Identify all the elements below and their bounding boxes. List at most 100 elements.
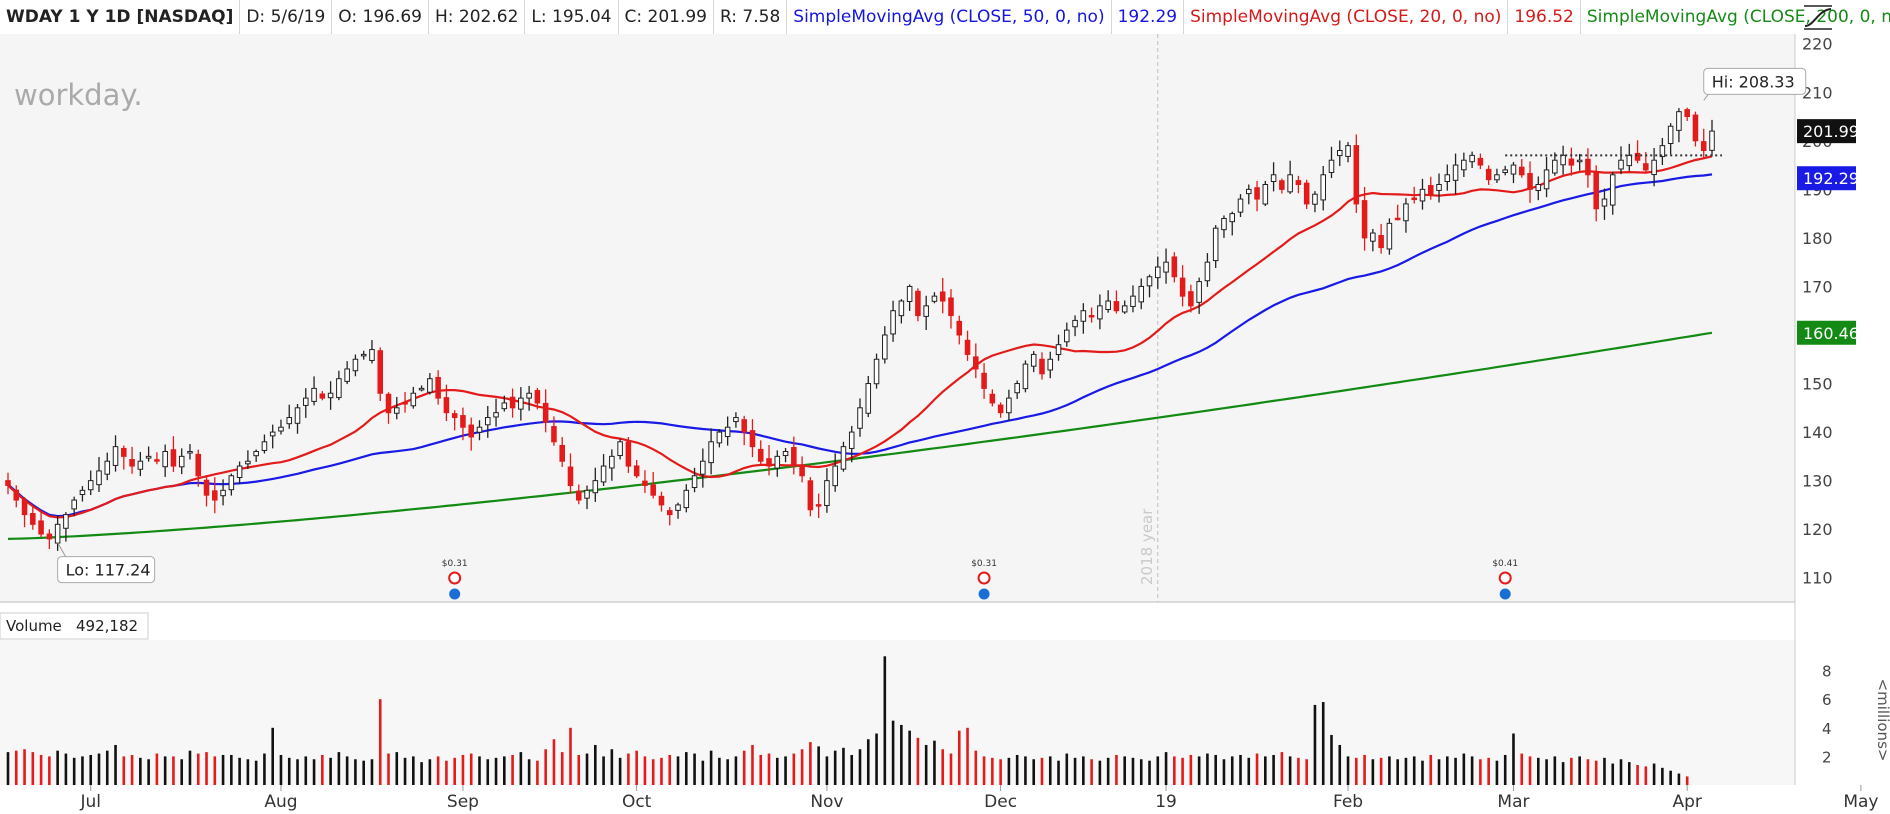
volume-bar: [709, 750, 713, 785]
volume-bar: [916, 737, 920, 785]
volume-bar: [643, 756, 647, 785]
range-label: R: 7.58: [714, 0, 788, 34]
candle-up: [898, 300, 905, 317]
volume-bar: [1429, 754, 1433, 785]
candle-up: [1560, 154, 1566, 166]
volume-bar: [1214, 754, 1217, 785]
candle-up: [294, 407, 301, 424]
candle-up: [1444, 174, 1451, 182]
candle-down: [1518, 166, 1525, 176]
volume-bar: [105, 750, 109, 785]
candle-up: [518, 397, 524, 410]
volume-bar: [1661, 767, 1664, 785]
candle-down: [377, 350, 384, 394]
volume-bar: [1164, 752, 1168, 785]
hi-callout-box: [1703, 67, 1807, 95]
volume-bar: [1173, 756, 1176, 785]
candle-down: [5, 480, 11, 486]
volume-bar: [172, 756, 175, 785]
x-tick-label: Oct: [622, 792, 652, 812]
candle-up: [1543, 169, 1550, 190]
sma50-study-value: 192.29: [1112, 0, 1185, 34]
candle-up: [1609, 174, 1616, 206]
chart-header: WDAY 1 Y 1D [NASDAQ] D: 5/6/19 O: 196.69…: [0, 0, 1890, 34]
candle-up: [1345, 145, 1351, 157]
volume-bar: [1462, 753, 1466, 785]
candle-down: [1684, 109, 1690, 118]
sma20-study-label[interactable]: SimpleMovingAvg (CLOSE, 20, 0, no): [1184, 0, 1509, 34]
candle-up: [1676, 111, 1682, 131]
volume-bar: [362, 760, 365, 785]
volume-bar: [461, 754, 465, 785]
volume-bar: [263, 753, 266, 785]
candle-up: [1270, 174, 1277, 183]
candle-down: [749, 430, 756, 448]
candle-up: [1370, 232, 1376, 242]
candle-up: [112, 446, 119, 466]
price-tick-label: 220: [1802, 35, 1833, 54]
volume-bar: [31, 752, 35, 785]
volume-bar: [668, 754, 672, 785]
candle-down: [1295, 180, 1302, 185]
candle-up: [1146, 276, 1153, 287]
volume-bar: [1685, 776, 1689, 785]
volume-bar: [1446, 756, 1449, 785]
candle-up: [253, 451, 259, 457]
volume-bar: [1363, 754, 1366, 785]
volume-bar: [552, 739, 556, 785]
candle-up: [1510, 164, 1517, 175]
candle-up: [220, 489, 226, 497]
sma20-study-value: 196.52: [1508, 0, 1581, 34]
volume-bars: [6, 656, 1689, 785]
candle-up: [1419, 188, 1426, 202]
volume-bar: [751, 744, 754, 785]
candle-up: [1336, 150, 1343, 157]
candle-up: [1576, 159, 1583, 163]
candle-down: [1188, 291, 1194, 307]
candle-up: [526, 392, 532, 399]
candle-up: [1105, 300, 1111, 310]
candle-down: [766, 458, 772, 467]
volume-bar: [933, 740, 936, 785]
symbol-label[interactable]: WDAY 1 Y 1D [NASDAQ]: [0, 0, 241, 34]
volume-bar: [188, 750, 192, 785]
candle-up: [71, 499, 77, 510]
volume-bar: [428, 759, 432, 785]
candle-up: [1651, 159, 1657, 176]
volume-bar: [279, 754, 283, 785]
volume-bar: [1437, 759, 1441, 785]
volume-bar: [1272, 754, 1275, 785]
volume-bar: [676, 756, 680, 785]
candle-down: [509, 396, 516, 409]
candle-up: [1163, 261, 1169, 273]
volume-bar: [1073, 757, 1077, 785]
volume-title: Volume: [6, 617, 62, 635]
earnings-icon: [1499, 588, 1511, 600]
line-chart-icon[interactable]: [1800, 2, 1836, 32]
lo-callout-line: [57, 542, 67, 557]
sma200-study-label[interactable]: SimpleMovingAvg (CLOSE, 200, 0, no): [1581, 0, 1890, 34]
candle-up: [410, 392, 417, 407]
candle-up: [54, 523, 61, 544]
x-tick-label: 19: [1155, 792, 1177, 812]
volume-bar: [544, 749, 547, 785]
sma50-study-label[interactable]: SimpleMovingAvg (CLOSE, 50, 0, no): [787, 0, 1112, 34]
dividend-icon: [448, 571, 462, 585]
price-tick-label: 120: [1802, 520, 1833, 539]
candle-up: [1229, 213, 1236, 223]
candle-down: [997, 404, 1004, 414]
price-tick-label: 180: [1802, 229, 1833, 248]
volume-panel-bg: [0, 640, 1795, 785]
candle-down: [1088, 314, 1095, 318]
candle-up: [1246, 188, 1252, 195]
volume-bar: [842, 747, 845, 785]
candle-up: [145, 455, 152, 459]
volume-bar: [378, 699, 382, 785]
volume-bar: [130, 754, 134, 785]
sma50-tag-bg: [1797, 166, 1856, 191]
volume-bar: [1487, 757, 1490, 785]
volume-bar: [1239, 754, 1242, 785]
volume-bar: [1404, 757, 1408, 785]
volume-bar: [759, 754, 763, 785]
